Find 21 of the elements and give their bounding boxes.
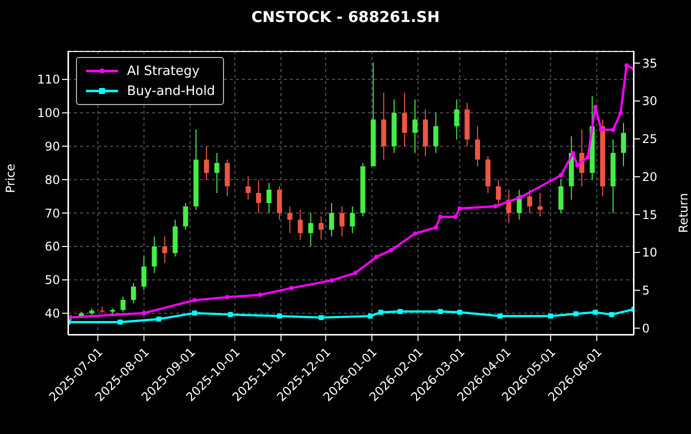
y2-tick-label: 30 [642, 94, 658, 108]
y-tick-label: 100 [37, 106, 60, 120]
y2-tick-label: 25 [642, 132, 658, 146]
y-tick-label: 50 [44, 273, 60, 288]
chart-title: CNSTOCK - 688261.SH [250, 8, 441, 26]
y2-axis-title: Return [676, 193, 690, 233]
y2-tick-label: 5 [642, 284, 650, 298]
legend-label: Buy-and-Hold [127, 84, 216, 98]
y2-tick-label: 20 [642, 170, 658, 184]
y-tick-label: 70 [44, 206, 60, 220]
y-tick-label: 110 [37, 72, 60, 87]
y2-tick-label: 35 [642, 56, 658, 70]
y2-tick-label: 0 [642, 321, 650, 336]
y2-tick-label: 15 [642, 208, 658, 222]
y-tick-label: 80 [44, 172, 60, 187]
legend-label: AI Strategy [127, 64, 200, 78]
y-tick-label: 90 [44, 139, 60, 154]
y-tick-label: 60 [44, 240, 60, 254]
y-tick-label: 40 [44, 306, 60, 321]
y2-tick-label: 10 [642, 246, 658, 260]
y-axis-title: Price [3, 164, 18, 193]
